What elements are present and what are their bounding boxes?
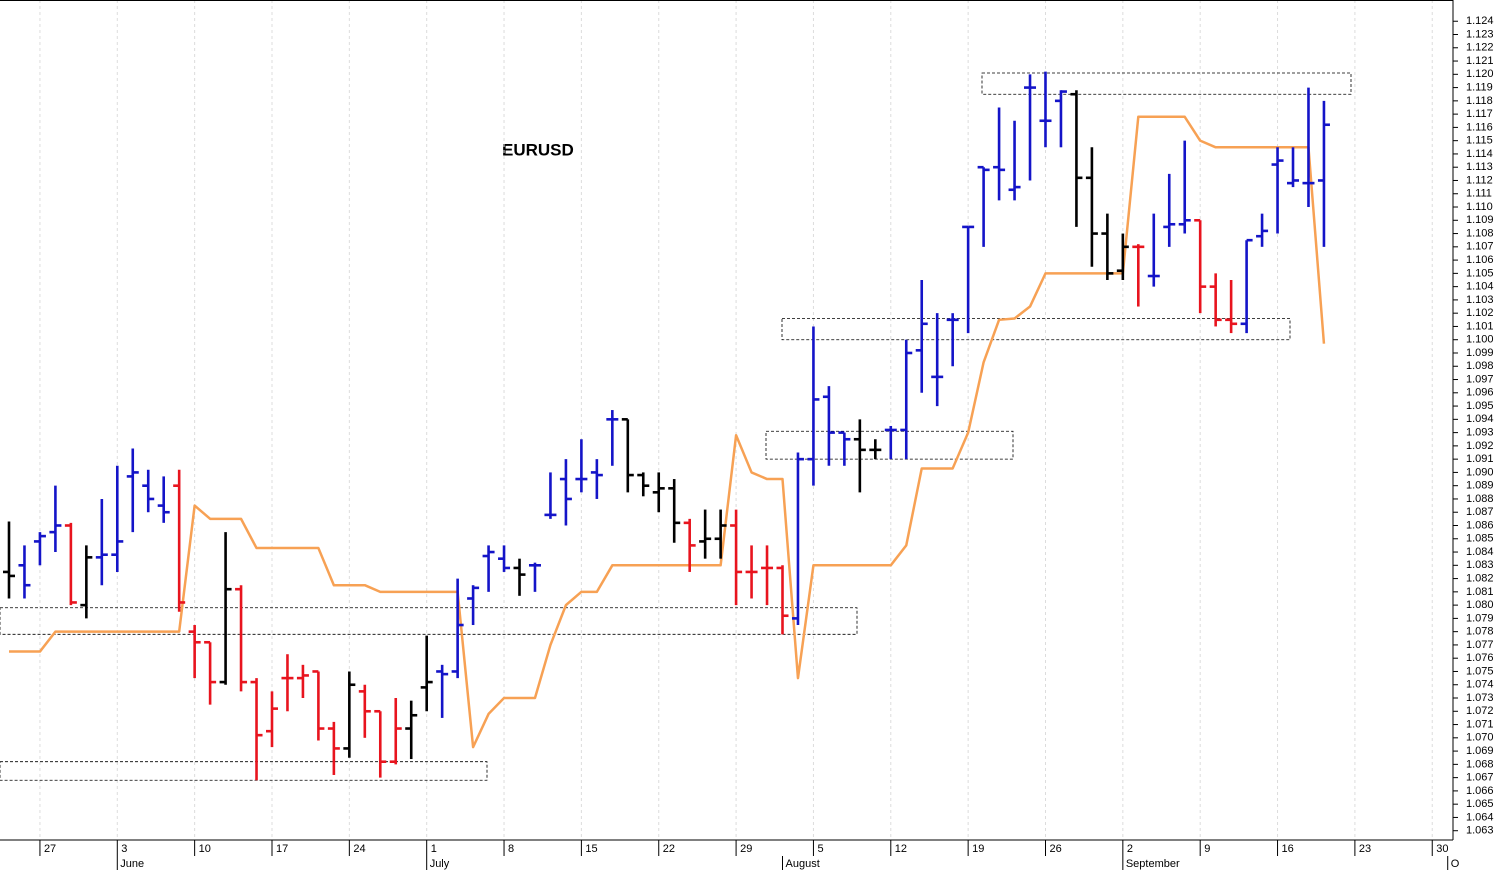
x-tick-label: 29 (740, 843, 752, 855)
y-tick-label: 1.095 (1466, 400, 1494, 412)
y-tick-label: 1.098 (1466, 360, 1494, 372)
y-tick-label: 1.078 (1466, 626, 1494, 638)
x-tick-label: 2 (1127, 843, 1133, 855)
zone-box (765, 430, 1014, 460)
y-tick-label: 1.077 (1466, 639, 1494, 651)
y-tick-label: 1.092 (1466, 440, 1494, 452)
y-tick-label: 1.101 (1466, 320, 1494, 332)
y-tick-label: 1.084 (1466, 546, 1494, 558)
x-tick-label: 23 (1359, 843, 1371, 855)
y-tick-label: 1.112 (1466, 174, 1493, 186)
y-tick-label: 1.120 (1466, 68, 1494, 80)
y-tick-label: 1.103 (1466, 294, 1494, 306)
y-tick-label: 1.106 (1466, 254, 1494, 266)
x-tick-label: 27 (44, 843, 56, 855)
y-tick-label: 1.099 (1466, 347, 1494, 359)
y-tick-label: 1.118 (1466, 95, 1493, 107)
y-tick-label: 1.096 (1466, 387, 1494, 399)
y-tick-label: 1.087 (1466, 506, 1494, 518)
y-tick-label: 1.105 (1466, 267, 1494, 279)
y-tick-label: 1.072 (1466, 705, 1494, 717)
y-tick-label: 1.065 (1466, 798, 1494, 810)
trend-line (9, 115, 1326, 749)
y-tick-label: 1.070 (1466, 732, 1494, 744)
y-tick-label: 1.073 (1466, 692, 1494, 704)
x-tick-label: 16 (1282, 843, 1294, 855)
y-tick-label: 1.063 (1466, 825, 1494, 837)
y-tick-label: 1.074 (1466, 679, 1494, 691)
x-tick-label: 15 (585, 843, 597, 855)
y-tick-label: 1.067 (1466, 772, 1494, 784)
x-tick-label: 5 (817, 843, 823, 855)
x-tick-label: 10 (199, 843, 211, 855)
x-tick-label: 1 (431, 843, 437, 855)
y-tick-label: 1.071 (1466, 718, 1494, 730)
zone-box (0, 607, 858, 635)
y-tick-label: 1.107 (1466, 241, 1494, 253)
month-label: August (786, 858, 820, 870)
y-tick-label: 1.089 (1466, 480, 1494, 492)
y-tick-label: 1.117 (1466, 108, 1493, 120)
y-tick-label: 1.076 (1466, 652, 1494, 664)
month-label: O (1451, 858, 1460, 870)
y-tick-label: 1.066 (1466, 785, 1494, 797)
month-label: June (120, 858, 144, 870)
month-label: September (1126, 858, 1180, 870)
x-tick-label: 8 (508, 843, 514, 855)
y-tick-label: 1.108 (1466, 227, 1494, 239)
chart-title: EURUSD (502, 140, 574, 159)
y-tick-label: 1.104 (1466, 281, 1494, 293)
x-tick-label: 9 (1204, 843, 1210, 855)
x-tick-label: 26 (1049, 843, 1061, 855)
x-tick-label: 17 (276, 843, 288, 855)
y-tick-label: 1.115 (1466, 135, 1493, 147)
y-tick-label: 1.113 (1466, 161, 1493, 173)
y-tick-label: 1.075 (1466, 665, 1494, 677)
zone-box (0, 761, 488, 781)
y-tick-label: 1.086 (1466, 519, 1494, 531)
y-tick-label: 1.068 (1466, 758, 1494, 770)
zone-box (781, 318, 1291, 341)
y-tick-label: 1.088 (1466, 493, 1494, 505)
y-tick-label: 1.093 (1466, 427, 1494, 439)
y-tick-label: 1.079 (1466, 612, 1494, 624)
y-tick-label: 1.110 (1466, 201, 1493, 213)
y-tick-label: 1.083 (1466, 559, 1494, 571)
y-tick-label: 1.111 (1466, 188, 1492, 200)
y-tick-label: 1.064 (1466, 811, 1494, 823)
y-tick-label: 1.121 (1466, 55, 1494, 67)
x-tick-label: 24 (353, 843, 365, 855)
y-tick-label: 1.123 (1466, 28, 1494, 40)
y-tick-label: 1.100 (1466, 334, 1494, 346)
x-tick-label: 30 (1436, 843, 1448, 855)
x-tick-label: 12 (895, 843, 907, 855)
y-tick-label: 1.122 (1466, 42, 1494, 54)
y-tick-label: 1.085 (1466, 533, 1494, 545)
y-tick-label: 1.116 (1466, 121, 1493, 133)
y-tick-label: 1.094 (1466, 413, 1494, 425)
y-tick-label: 1.109 (1466, 214, 1494, 226)
month-label: July (430, 858, 450, 870)
y-tick-label: 1.082 (1466, 572, 1494, 584)
y-tick-label: 1.081 (1466, 586, 1494, 598)
y-tick-label: 1.097 (1466, 373, 1494, 385)
x-tick-label: 22 (663, 843, 675, 855)
y-tick-label: 1.114 (1466, 148, 1493, 160)
x-tick-label: 19 (972, 843, 984, 855)
y-tick-label: 1.080 (1466, 599, 1494, 611)
y-tick-label: 1.119 (1466, 81, 1493, 93)
y-tick-label: 1.091 (1466, 453, 1494, 465)
y-tick-label: 1.102 (1466, 307, 1494, 319)
y-tick-label: 1.069 (1466, 745, 1494, 757)
y-tick-label: 1.124 (1466, 15, 1494, 27)
y-tick-label: 1.090 (1466, 466, 1494, 478)
x-tick-label: 3 (121, 843, 127, 855)
